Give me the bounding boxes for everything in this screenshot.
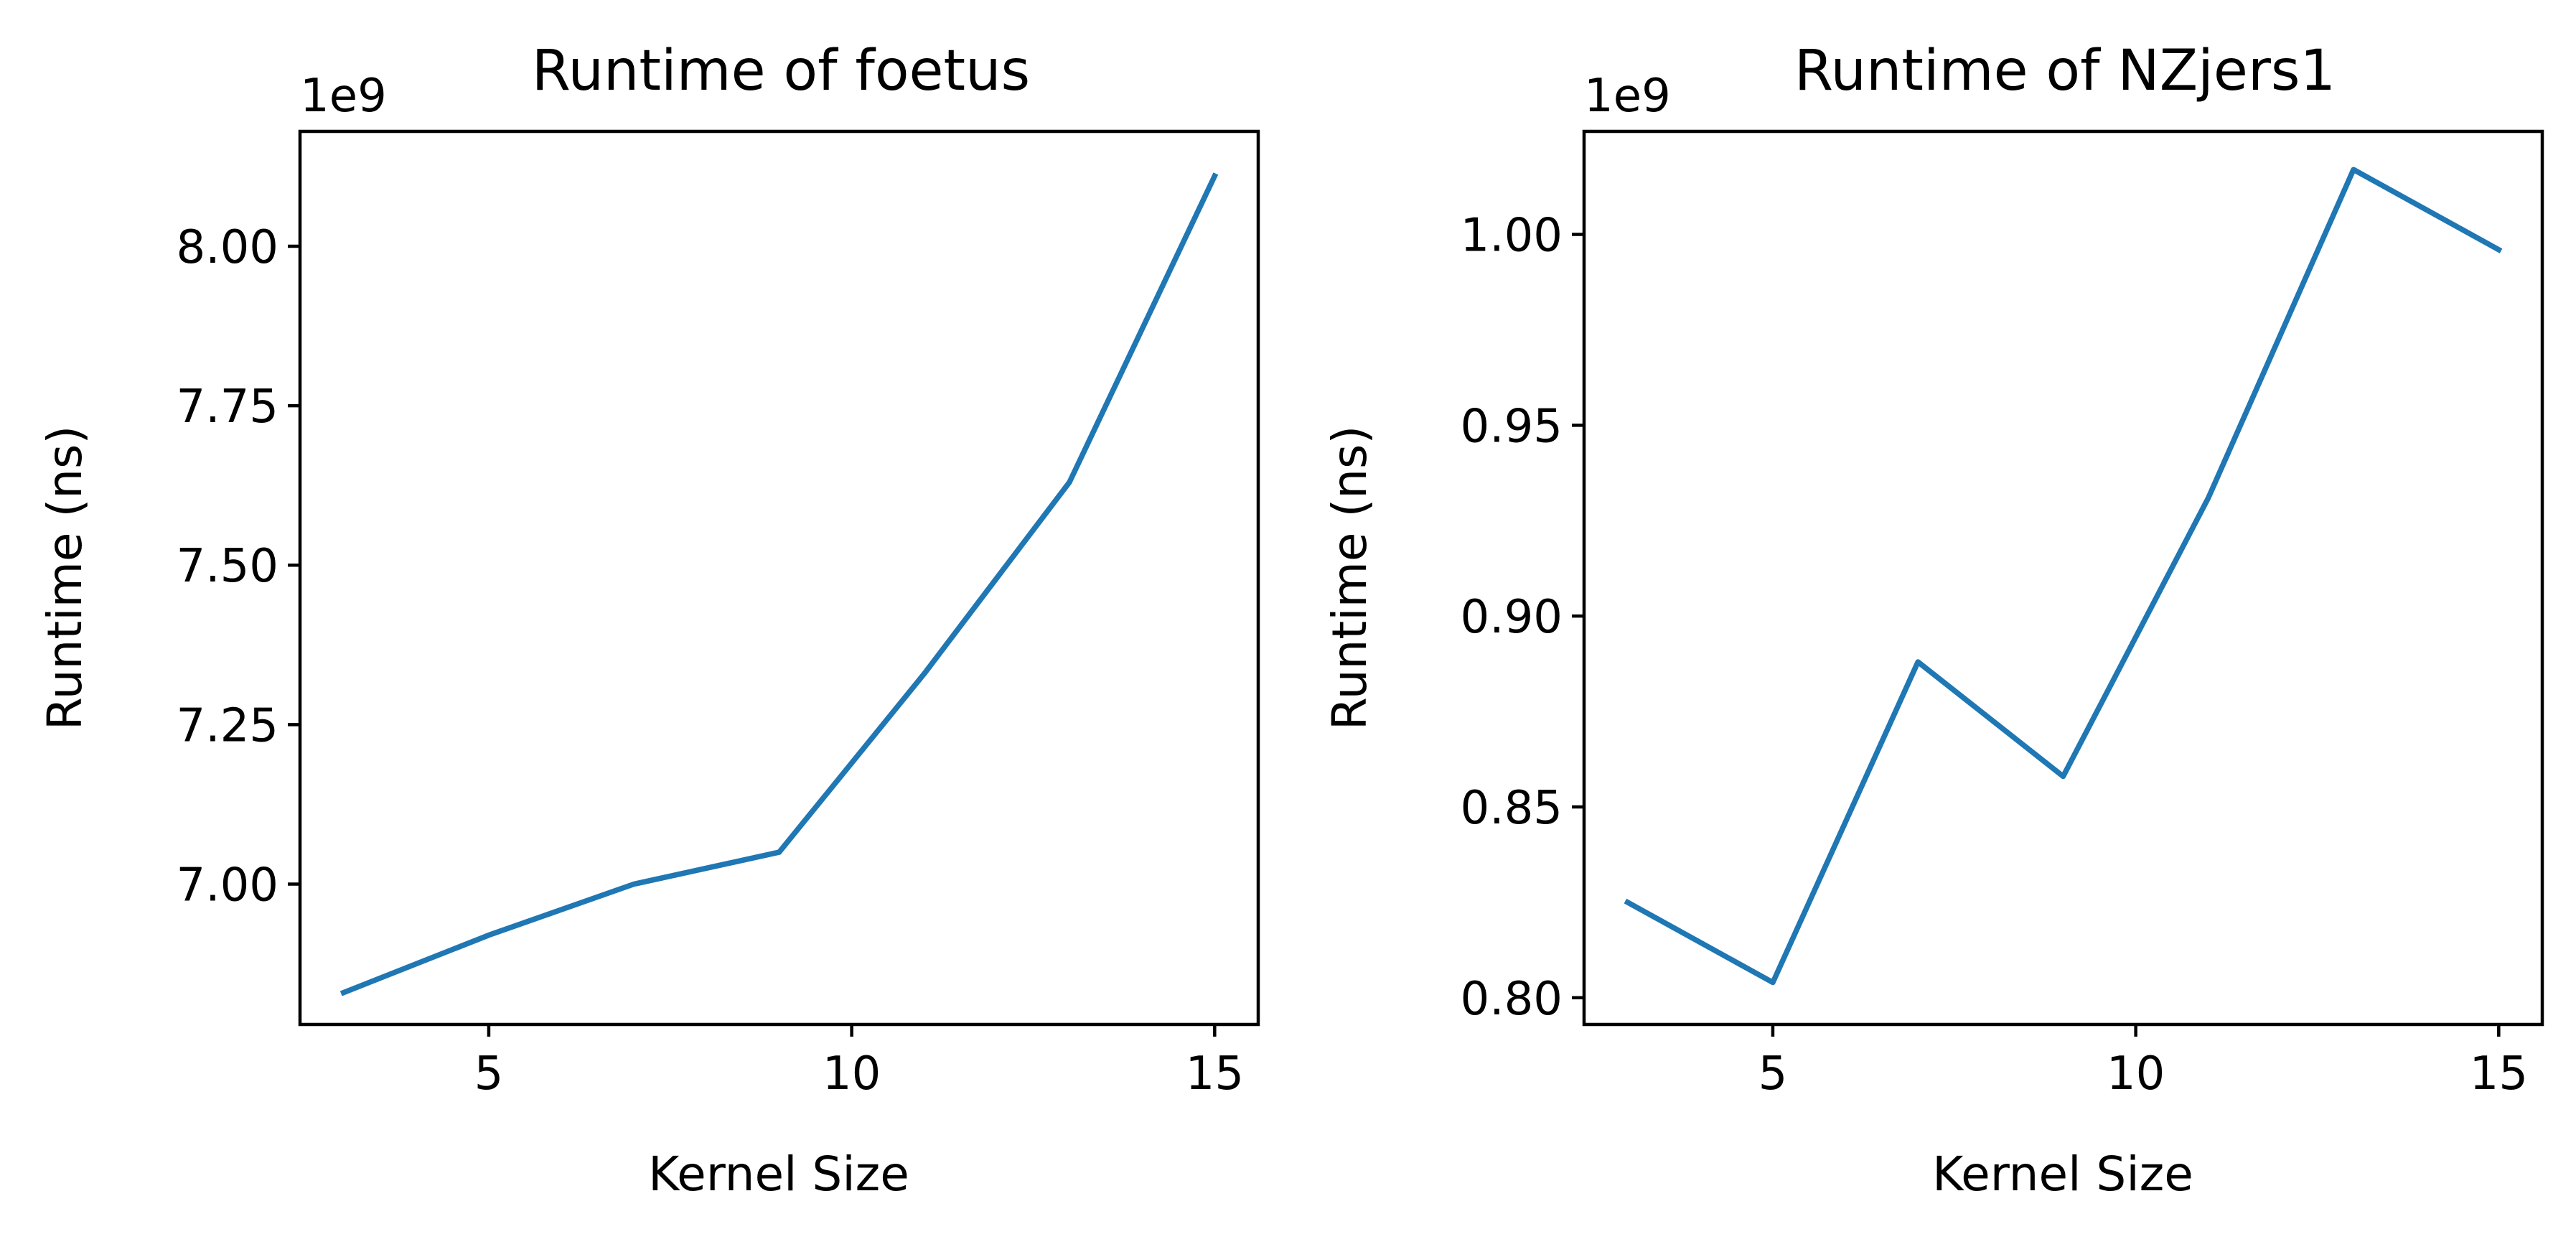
series-line (1624, 167, 2503, 986)
chart-nzjers1: Runtime of NZjers1 1e9 5 10 15 0.80 0.85 0.90… (1322, 39, 2544, 1202)
y-tick-label: 7.50 (177, 540, 279, 593)
plot-area (339, 172, 1219, 996)
plot-frame (298, 129, 1260, 1027)
y-tick-label: 0.80 (1461, 973, 1563, 1026)
y-tick-label: 0.85 (1461, 782, 1563, 835)
x-tick-label: 10 (2107, 1047, 2165, 1101)
tick-group: 5 10 15 7.00 7.25 7.50 7.75 8.00 (177, 221, 1245, 1101)
chart-title: Runtime of NZjers1 (1794, 39, 2336, 103)
x-axis-label: Kernel Size (1932, 1146, 2193, 1202)
plot-frame (1582, 129, 2544, 1027)
x-tick-label: 15 (1186, 1047, 1244, 1101)
y-tick-label: 0.90 (1461, 591, 1563, 644)
tick-group: 5 10 15 0.80 0.85 0.90 0.95 1.00 (1461, 210, 2529, 1101)
x-tick-label: 10 (823, 1047, 881, 1101)
y-tick-label: 0.95 (1461, 400, 1563, 453)
y-offset-label: 1e9 (1584, 70, 1671, 123)
chart-foetus: Runtime of foetus 1e9 5 10 15 7.00 7.25 7.50 7… (37, 39, 1260, 1202)
x-axis-label: Kernel Size (648, 1146, 909, 1202)
y-tick-label: 7.25 (177, 699, 279, 752)
chart-title: Runtime of foetus (532, 39, 1030, 103)
y-tick-label: 7.75 (177, 380, 279, 434)
series-line (339, 172, 1219, 996)
y-tick-label: 8.00 (177, 221, 279, 274)
x-tick-label: 5 (1758, 1047, 1788, 1101)
y-tick-label: 1.00 (1461, 210, 1563, 263)
y-offset-label: 1e9 (300, 70, 387, 123)
y-tick-label: 7.00 (177, 859, 279, 912)
y-axis-label: Runtime (ns) (1322, 426, 1377, 730)
x-tick-label: 15 (2470, 1047, 2528, 1101)
y-axis-label: Runtime (ns) (37, 426, 93, 730)
plot-area (1624, 167, 2503, 986)
x-tick-label: 5 (474, 1047, 504, 1101)
